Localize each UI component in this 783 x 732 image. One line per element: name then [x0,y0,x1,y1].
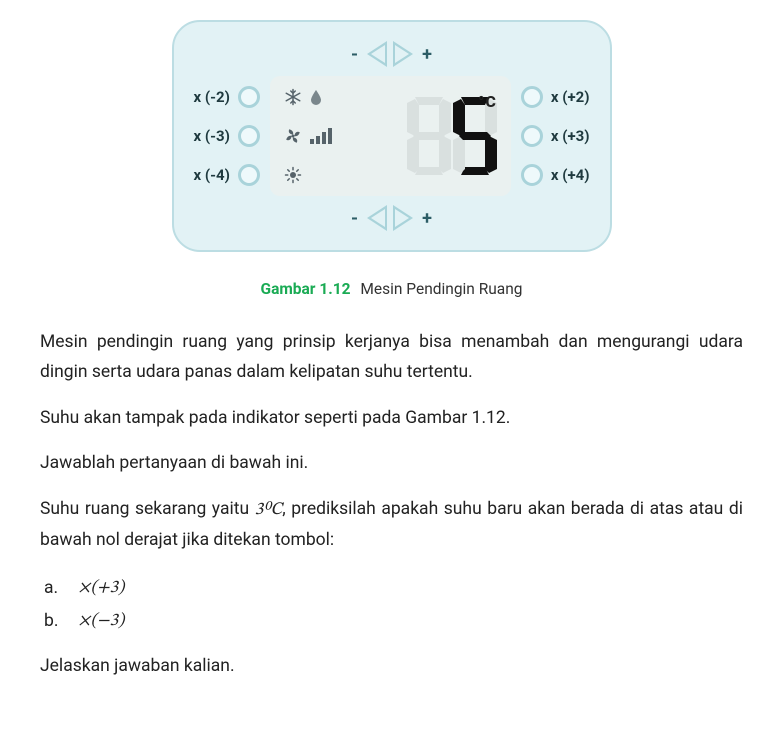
btn-x-minus-2-label: x (-2) [194,88,230,106]
top-increase-arrow-icon[interactable] [393,41,413,67]
paragraph-4-temp: 3⁰C [255,502,283,519]
mode-icons-column [284,84,332,188]
ring-icon [521,125,543,147]
bottom-plus-sign: + [419,208,435,229]
body-text: Mesin pendingin ruang yang prinsip kerja… [40,328,743,682]
ring-icon [238,86,260,108]
ring-icon [238,125,260,147]
btn-x-minus-3-label: x (-3) [194,127,230,145]
btn-x-minus-2[interactable]: x (-2) [194,86,260,108]
snowflake-icon [284,88,302,106]
paragraph-1: Mesin pendingin ruang yang prinsip kerja… [40,328,743,388]
btn-x-minus-4-label: x (-4) [194,166,230,184]
paragraph-4: Suhu ruang sekarang yaitu 3⁰C, prediksil… [40,495,743,556]
btn-x-plus-3[interactable]: x (+3) [521,125,590,147]
bottom-increase-arrow-icon[interactable] [393,205,413,231]
signal-icon [310,128,332,144]
bottom-arrow-row: - + [194,200,590,236]
seven-seg-ghost [407,97,451,175]
ring-icon [521,164,543,186]
btn-x-plus-3-label: x (+3) [551,127,590,145]
temperature-display [344,97,497,175]
top-minus-sign: - [348,44,361,65]
panel-middle: x (-2) x (-3) x (-4) [194,72,590,200]
top-decrease-arrow-icon[interactable] [367,41,387,67]
temperature-unit: °C [478,92,497,111]
mode-row-heat [284,164,332,186]
ring-icon [238,164,260,186]
mode-row-fan [284,125,332,147]
top-arrow-row: - + [194,36,590,72]
lcd-screen: °C [270,76,511,196]
figure-caption-text: Mesin Pendingin Ruang [360,280,522,298]
top-plus-sign: + [419,44,435,65]
ring-icon [521,86,543,108]
left-button-column: x (-2) x (-3) x (-4) [194,76,260,196]
btn-x-plus-2-label: x (+2) [551,88,590,106]
question-b: b. ×(−3) [44,605,743,638]
btn-x-minus-3[interactable]: x (-3) [194,125,260,147]
btn-x-plus-2[interactable]: x (+2) [521,86,590,108]
question-a: a. ×(+3) [44,572,743,605]
question-b-label: b. [44,605,64,638]
btn-x-minus-4[interactable]: x (-4) [194,164,260,186]
question-list: a. ×(+3) b. ×(−3) [44,572,743,639]
figure-caption-label: Gambar 1.12 [261,280,351,298]
fan-icon [284,127,302,145]
figure-caption: Gambar 1.12 Mesin Pendingin Ruang [40,280,743,298]
ac-remote-panel: - + x (-2) x (-3) x (-4) [172,20,612,252]
bottom-decrease-arrow-icon[interactable] [367,205,387,231]
right-button-column: x (+2) x (+3) x (+4) [521,76,590,196]
paragraph-5: Jelaskan jawaban kalian. [40,652,743,682]
btn-x-plus-4[interactable]: x (+4) [521,164,590,186]
question-b-expr: ×(−3) [78,605,124,638]
question-a-expr: ×(+3) [78,572,124,605]
paragraph-3: Jawablah pertanyaan di bawah ini. [40,449,743,479]
paragraph-4-pre: Suhu ruang sekarang yaitu [40,499,255,519]
sun-icon [284,166,302,184]
bottom-minus-sign: - [348,208,361,229]
paragraph-2: Suhu akan tampak pada indikator seperti … [40,404,743,434]
btn-x-plus-4-label: x (+4) [551,166,590,184]
question-a-label: a. [44,572,64,605]
mode-row-cool [284,86,332,108]
droplet-icon [310,89,322,105]
